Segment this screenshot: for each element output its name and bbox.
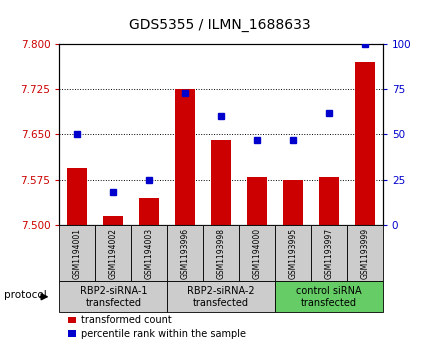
- Bar: [239, 225, 275, 281]
- Bar: [68, 330, 76, 337]
- Text: RBP2-siRNA-1
transfected: RBP2-siRNA-1 transfected: [80, 286, 147, 308]
- Text: GSM1194001: GSM1194001: [73, 228, 82, 279]
- Bar: [68, 317, 76, 323]
- Bar: [275, 281, 383, 312]
- Bar: [275, 225, 311, 281]
- Bar: [311, 225, 347, 281]
- Bar: [139, 198, 159, 225]
- Bar: [167, 281, 275, 312]
- Bar: [247, 177, 267, 225]
- Bar: [59, 225, 95, 281]
- Text: control siRNA
transfected: control siRNA transfected: [296, 286, 362, 308]
- Text: protocol: protocol: [4, 290, 47, 300]
- Text: GSM1193998: GSM1193998: [216, 228, 226, 279]
- Text: GSM1194002: GSM1194002: [109, 228, 118, 279]
- Text: GSM1193995: GSM1193995: [289, 228, 297, 279]
- Bar: [103, 216, 123, 225]
- Bar: [95, 225, 131, 281]
- Text: GSM1194000: GSM1194000: [253, 228, 261, 279]
- Bar: [59, 281, 167, 312]
- Bar: [319, 177, 339, 225]
- Bar: [131, 225, 167, 281]
- Bar: [67, 168, 87, 225]
- Bar: [211, 140, 231, 225]
- Text: transformed count: transformed count: [81, 315, 172, 325]
- Bar: [203, 225, 239, 281]
- Bar: [355, 62, 375, 225]
- Bar: [347, 225, 383, 281]
- Bar: [283, 180, 303, 225]
- Text: GDS5355 / ILMN_1688633: GDS5355 / ILMN_1688633: [129, 18, 311, 32]
- Text: percentile rank within the sample: percentile rank within the sample: [81, 329, 246, 339]
- Text: GSM1193996: GSM1193996: [181, 228, 190, 279]
- Text: GSM1193999: GSM1193999: [360, 228, 369, 279]
- Text: RBP2-siRNA-2
transfected: RBP2-siRNA-2 transfected: [187, 286, 255, 308]
- Text: GSM1193997: GSM1193997: [324, 228, 334, 279]
- Bar: [175, 89, 195, 225]
- Text: GSM1194003: GSM1194003: [145, 228, 154, 279]
- Bar: [167, 225, 203, 281]
